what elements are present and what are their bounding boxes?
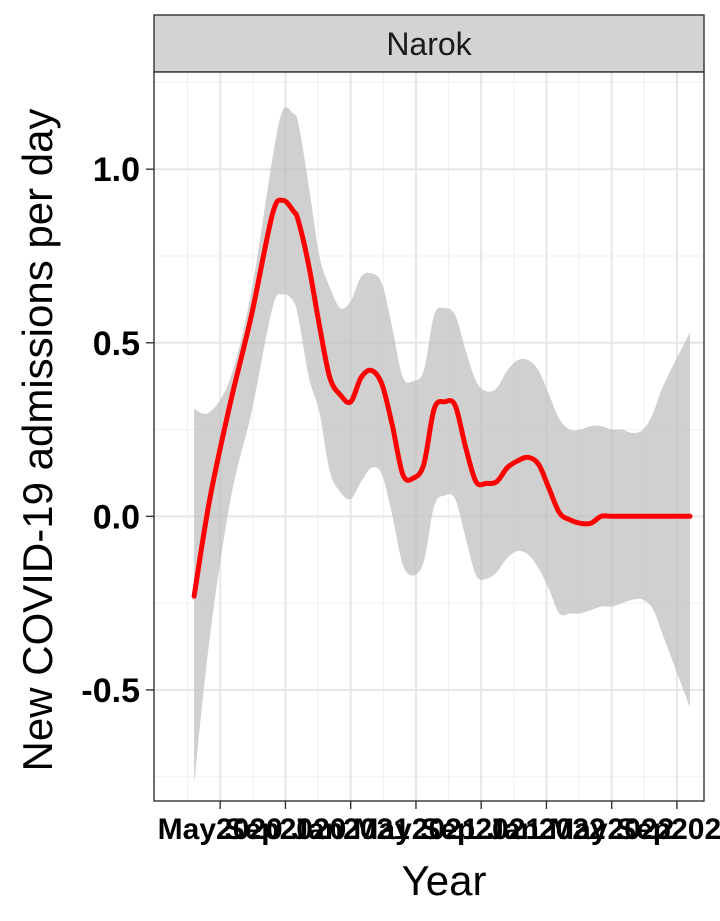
- facet-strip: [153, 14, 705, 73]
- panel-border: [153, 71, 705, 802]
- y-tick-label: 1.0: [93, 151, 140, 189]
- x-tick-label: Sep2020: [225, 813, 347, 846]
- y-axis-title: New COVID-19 admissions per day: [14, 109, 61, 772]
- x-tick-label: May2022: [549, 813, 674, 846]
- confidence-band: [194, 107, 690, 784]
- x-axis: May2020Sep2020Jan2021May2021Sep2021Jan20…: [158, 801, 720, 846]
- y-axis: -0.5 0.0 0.5 1.0: [81, 151, 154, 710]
- trend-line: [191, 197, 693, 599]
- y-tick-label: 0.0: [93, 498, 140, 536]
- y-tick-label: 0.5: [93, 325, 140, 363]
- x-tick-label: May2020: [158, 813, 283, 846]
- y-tick-label: -0.5: [81, 672, 140, 710]
- x-tick-label: Sep2021: [420, 813, 542, 846]
- x-tick-label: May2021: [353, 813, 478, 846]
- x-tick-label: Jan2021: [291, 813, 409, 846]
- x-axis-title: Year: [402, 857, 487, 904]
- x-tick-label: Jan2022: [487, 813, 605, 846]
- x-tick-label: Sep2022: [616, 813, 720, 846]
- facet-label: Narok: [386, 26, 472, 62]
